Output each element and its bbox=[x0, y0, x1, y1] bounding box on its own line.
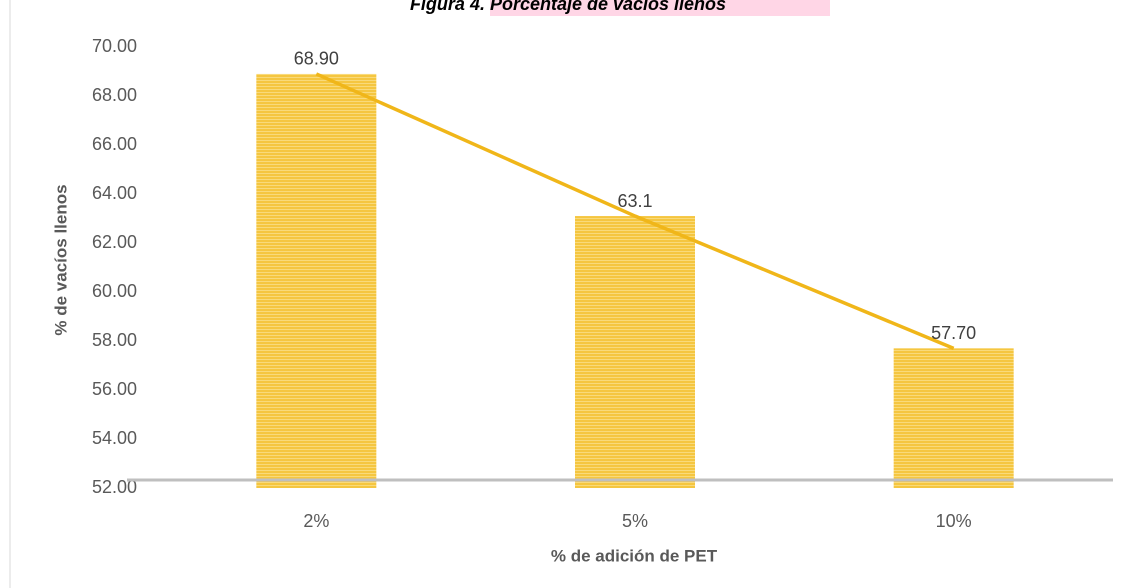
y-tick-label: 62.00 bbox=[92, 232, 137, 252]
y-tick-label: 58.00 bbox=[92, 330, 137, 350]
bar bbox=[256, 73, 377, 488]
y-tick-label: 68.00 bbox=[92, 85, 137, 105]
y-tick-label: 66.00 bbox=[92, 134, 137, 154]
title-highlight bbox=[490, 0, 830, 16]
y-axis-label: % de vacíos llenos bbox=[51, 184, 70, 335]
x-tick-label: 10% bbox=[936, 511, 972, 531]
y-tick-label: 56.00 bbox=[92, 379, 137, 399]
data-label: 63.1 bbox=[617, 191, 652, 211]
bar bbox=[575, 216, 695, 489]
data-label: 57.70 bbox=[931, 323, 976, 343]
data-label: 68.90 bbox=[294, 49, 339, 69]
trend-line bbox=[315, 72, 955, 350]
x-tick-label: 5% bbox=[622, 511, 648, 531]
x-tick-label: 2% bbox=[303, 511, 329, 531]
y-tick-label: 70.00 bbox=[92, 36, 137, 56]
x-axis-label: % de adición de PET bbox=[551, 546, 718, 565]
y-tick-label: 52.00 bbox=[92, 477, 137, 497]
y-tick-label: 64.00 bbox=[92, 183, 137, 203]
chart-title: Figura 4. Porcentaje de vacíos llenos bbox=[410, 0, 726, 14]
y-tick-label: 60.00 bbox=[92, 281, 137, 301]
bar bbox=[893, 348, 1014, 488]
y-tick-label: 54.00 bbox=[92, 428, 137, 448]
